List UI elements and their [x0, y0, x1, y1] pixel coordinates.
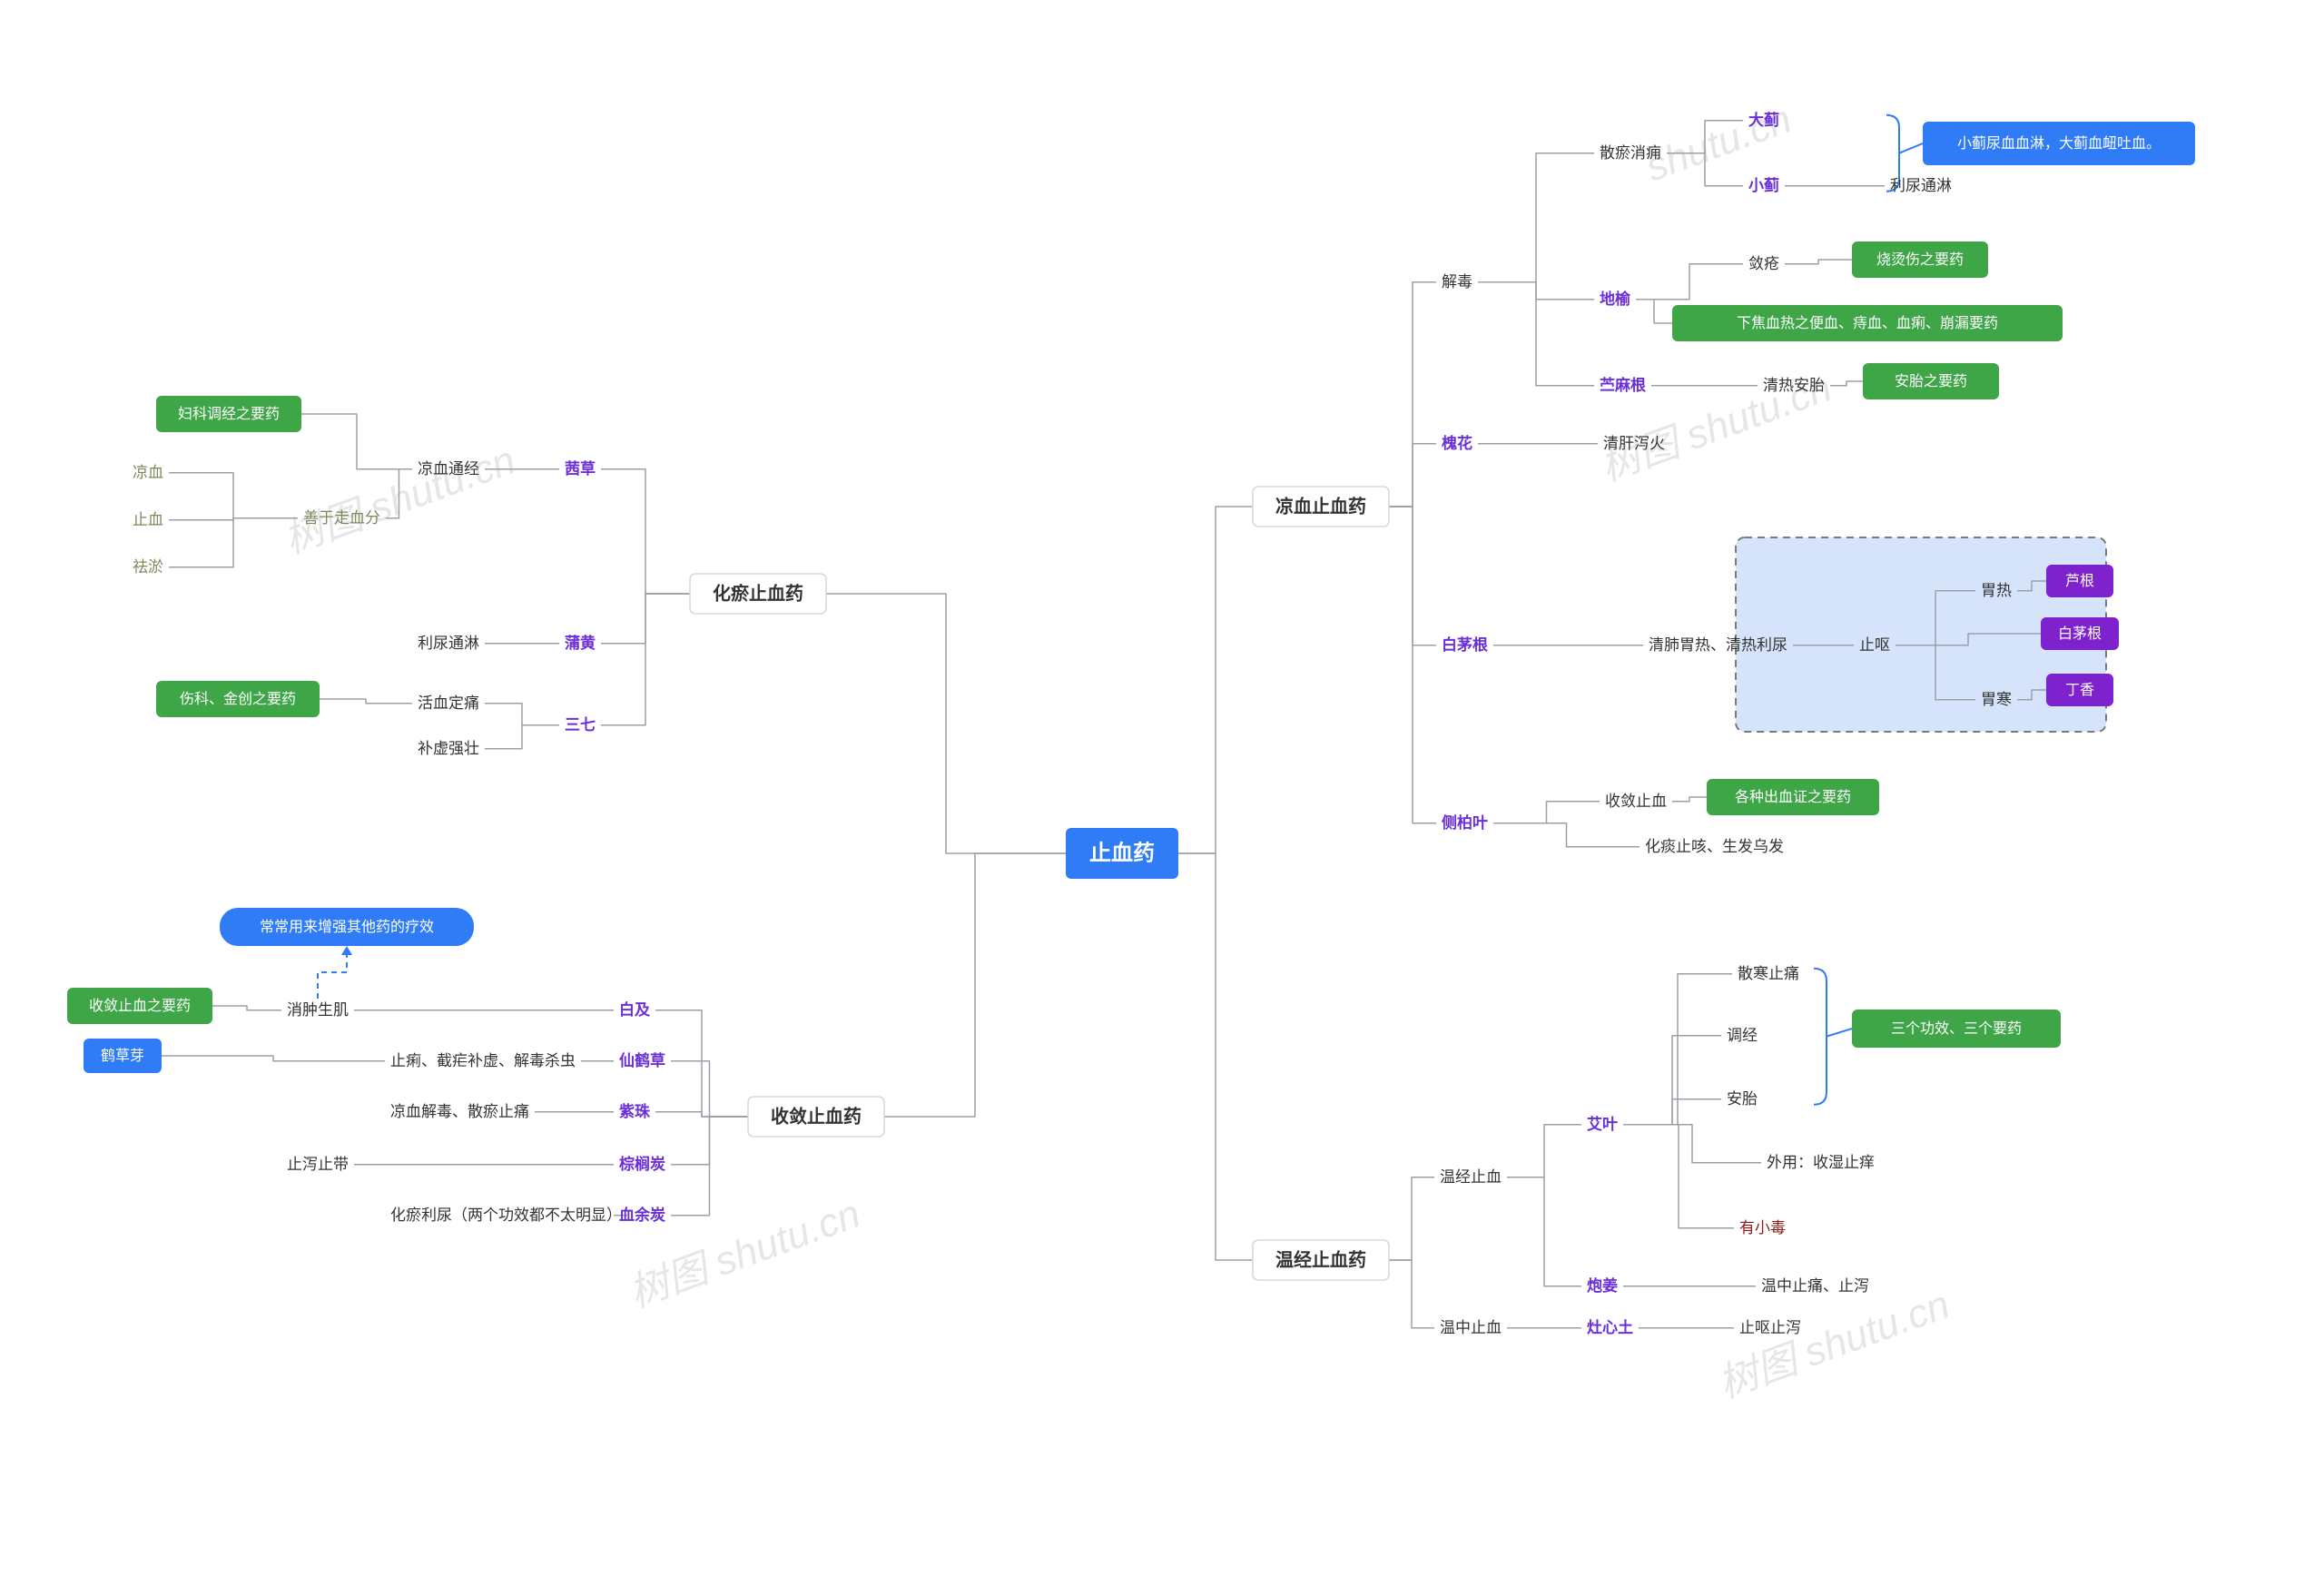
label-zonglv: 棕榈炭	[619, 1155, 665, 1173]
label-shangke: 伤科、金创之要药	[180, 691, 296, 707]
label-diyu: 地榆	[1600, 290, 1631, 308]
label-zhixue: 止血	[133, 511, 163, 528]
label-paojiang: 炮姜	[1587, 1276, 1618, 1295]
label-huatan: 化痰止咳、生发乌发	[1645, 838, 1784, 855]
label-info_dj: 小蓟尿血血淋，大蓟血衄吐血。	[1957, 135, 2161, 152]
label-wenzhong: 温中止痛、止泻	[1761, 1277, 1869, 1295]
label-sanyu: 散瘀消痈	[1600, 144, 1661, 162]
label-dingx: 丁香	[2065, 682, 2094, 698]
label-bxqz: 补虚强壮	[418, 740, 479, 757]
label-liangx: 凉血	[133, 464, 163, 481]
label-zhiouzx: 止呕止泻	[1739, 1319, 1801, 1336]
label-huayu: 化瘀止血药	[713, 582, 803, 604]
label-hecaoy: 鹤草芽	[101, 1048, 144, 1064]
label-hxdt: 活血定痛	[418, 694, 479, 712]
label-zxzd: 止泻止带	[287, 1156, 349, 1173]
label-lntl: 利尿通淋	[418, 635, 479, 652]
label-waiyong: 外用：收湿止痒	[1767, 1154, 1875, 1171]
label-antai_y: 安胎之要药	[1895, 373, 1967, 389]
label-lugen: 芦根	[2065, 573, 2094, 589]
label-youxiaodu: 有小毒	[1739, 1219, 1786, 1236]
label-qinggan: 清肝泻火	[1603, 435, 1665, 452]
label-wen: 温经止血药	[1275, 1248, 1366, 1270]
label-xianhe: 仙鹤草	[619, 1051, 665, 1069]
label-huai: 槐花	[1441, 434, 1472, 452]
label-lxjd: 凉血解毒、散瘀止痛	[390, 1103, 529, 1120]
label-puhuang: 蒲黄	[565, 634, 596, 652]
label-xueyu: 血余炭	[619, 1206, 665, 1224]
label-qiancao: 茜草	[565, 459, 596, 478]
label-cebai: 侧柏叶	[1442, 813, 1488, 832]
label-xzsj: 消肿生肌	[287, 1001, 349, 1019]
label-shoulianzx: 收敛止血	[1605, 793, 1667, 810]
label-lxtj: 凉血通经	[418, 460, 479, 478]
label-xiajiao: 下焦血热之便血、痔血、血痢、崩漏要药	[1737, 315, 1998, 331]
label-qingre: 清热安胎	[1763, 377, 1825, 394]
label-xiaoji: 小蓟	[1748, 176, 1779, 194]
label-zhiou: 止呕	[1859, 636, 1890, 654]
label-annot: 常常用来增强其他药的疗效	[260, 919, 434, 935]
mindmap-canvas: 树图 shutu.cn树图 shutu.cn树图 shutu.cnshutu.c…	[0, 0, 2324, 1586]
label-wjzx: 温经止血	[1440, 1168, 1502, 1186]
label-sanhan: 散寒止痛	[1738, 965, 1799, 982]
label-sangong: 三个功效、三个要药	[1891, 1020, 2022, 1037]
label-root: 止血药	[1089, 840, 1155, 865]
label-tiaojing: 调经	[1727, 1027, 1758, 1044]
label-gezhong: 各种出血证之要药	[1735, 789, 1851, 805]
label-linniao: 利尿通淋	[1890, 177, 1952, 194]
label-szxf: 善于走血分	[303, 509, 380, 527]
label-hylnm: 化瘀利尿（两个功效都不太明显）	[390, 1207, 622, 1224]
label-weire: 胃热	[1981, 582, 2012, 599]
label-sanqi: 三七	[565, 716, 596, 734]
label-baiji: 白及	[619, 1000, 651, 1019]
label-jiedu: 解毒	[1442, 273, 1472, 291]
label-qingfei: 清肺胃热、清热利尿	[1649, 636, 1787, 654]
label-shaotang: 烧烫伤之要药	[1876, 251, 1964, 268]
label-liancang: 敛疮	[1748, 255, 1779, 272]
label-wzzx: 温中止血	[1440, 1319, 1502, 1336]
label-baimao: 白茅根	[1442, 635, 1488, 654]
label-baimao2: 白茅根	[2058, 626, 2102, 642]
label-zll: 止痢、截疟补虚、解毒杀虫	[390, 1052, 576, 1069]
label-antai: 安胎	[1727, 1090, 1758, 1108]
label-daji: 大蓟	[1748, 111, 1779, 129]
label-fuke: 妇科调经之要药	[178, 406, 280, 422]
label-zizhu: 紫珠	[619, 1102, 651, 1120]
label-quyu: 祛淤	[133, 558, 163, 576]
label-zhuma: 苎麻根	[1600, 376, 1646, 394]
label-slyy: 收敛止血之要药	[89, 998, 191, 1014]
label-weihan: 胃寒	[1981, 691, 2012, 708]
label-aiye: 艾叶	[1587, 1115, 1618, 1133]
label-zaoxin: 灶心土	[1587, 1318, 1633, 1336]
label-shoulian: 收敛止血药	[771, 1105, 862, 1127]
label-liang: 凉血止血药	[1275, 495, 1366, 517]
